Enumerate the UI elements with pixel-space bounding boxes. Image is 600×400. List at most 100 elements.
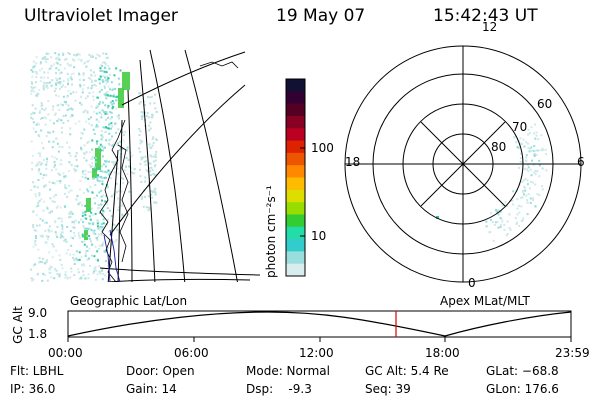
speckle-pixel [80,60,83,63]
timeline-axis-label: GC Alt [11,306,25,344]
speckle-pixel [40,102,43,105]
speckle-pixel [76,194,79,197]
speckle-pixel [103,61,106,64]
speckle-pixel [52,122,55,125]
speckle-pixel [139,175,142,178]
polar-speckle-pixel [541,147,544,150]
speckle-pixel [67,104,70,107]
speckle-pixel [82,263,85,266]
speckle-pixel [109,177,112,180]
speckle-pixel [107,142,110,145]
polar-speckle-pixel [531,159,533,162]
mlt-label-6: 6 [577,155,585,169]
speckle-pixel [110,215,113,218]
polar-speckle-pixel [523,193,525,196]
speckle-pixel [45,174,48,177]
polar-speckle-pixel [499,225,502,228]
speckle-pixel [55,158,58,160]
speckle-pixel [152,190,155,193]
polar-speckle-pixel [535,153,538,156]
speckle-pixel [33,185,36,188]
speckle-pixel [53,161,56,164]
speckle-pixel [35,62,38,65]
speckle-pixel [37,152,40,155]
speckle-pixel [77,271,80,274]
polar-speckle-pixel [531,181,534,184]
speckle-pixel [104,251,107,253]
speckle-pixel [95,140,98,143]
speckle-pixel [100,165,103,168]
speckle-pixel [101,65,104,67]
speckle-pixel [87,59,90,62]
speckle-pixel [139,92,142,95]
speckle-pixel [49,268,52,270]
speckle-pixel [114,240,117,242]
polar-speckle-pixel [518,166,520,169]
speckle-pixel [81,233,84,236]
speckle-pixel [45,167,48,170]
gc-alt-value: GC Alt: 5.4 Re [365,364,449,378]
speckle-pixel [100,189,103,192]
speckle-pixel [32,127,35,130]
speckle-pixel [142,205,145,208]
speckle-pixel [43,71,46,74]
polar-speckle-pixel [519,160,522,163]
speckle-pixel [38,257,41,260]
colorbar [285,78,306,277]
speckle-pixel [100,113,103,116]
speckle-pixel [39,155,42,158]
speckle-pixel [81,240,84,243]
speckle-pixel [107,77,110,80]
speckle-pixel [32,121,35,124]
speckle-pixel [112,105,115,108]
polar-speckle-pixel [526,168,528,171]
speckle-pixel [34,235,37,237]
polar-speckle-pixel [529,147,532,150]
speckle-pixel [38,161,41,164]
speckle-pixel [49,67,52,70]
speckle-pixel [116,115,119,118]
speckle-pixel [78,258,81,261]
speckle-pixel [97,259,99,262]
speckle-pixel [30,268,33,271]
speckle-pixel [58,72,61,75]
speckle-pixel [88,264,91,267]
speckle-pixel [104,165,107,168]
speckle-pixel [107,104,110,107]
speckle-pixel [50,84,53,87]
speckle-pixel [95,84,98,87]
speckle-pixel [154,153,157,156]
speckle-pixel [36,163,39,166]
polar-speckle-pixel [538,164,541,167]
speckle-pixel [82,211,85,214]
speckle-pixel [80,277,83,280]
speckle-pixel [109,88,111,91]
speckle-pixel [90,157,93,160]
speckle-pixel [111,243,114,246]
speckle-pixel [83,62,85,65]
speckle-pixel [39,61,42,64]
speckle-pixel [87,171,90,174]
aurora-band [122,72,130,90]
speckle-pixel [34,242,36,245]
colorbar-unit-label: photon cm⁻²s⁻¹ [264,185,278,278]
speckle-pixel [41,57,44,60]
speckle-pixel [141,111,144,114]
speckle-pixel [91,54,93,57]
speckle-pixel [111,144,114,147]
speckle-pixel [59,173,62,176]
speckle-pixel [100,63,103,66]
speckle-pixel [102,272,105,275]
speckle-pixel [67,119,70,122]
speckle-pixel [85,227,88,230]
speckle-pixel [100,214,103,217]
speckle-pixel [110,111,113,114]
speckle-pixel [95,118,98,121]
speckle-pixel [35,76,38,79]
speckle-pixel [67,89,70,92]
speckle-pixel [51,181,54,184]
speckle-pixel [100,195,103,198]
speckle-pixel [97,233,100,236]
speckle-pixel [43,185,46,188]
speckle-pixel [88,92,91,94]
